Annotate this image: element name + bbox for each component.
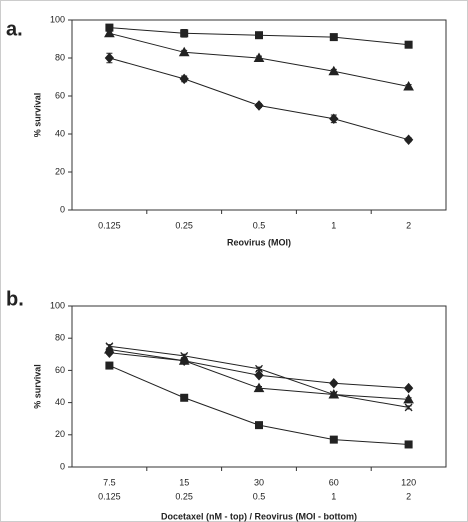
marker [329,113,339,125]
y-tick-label: 80 [55,333,65,343]
x-tick-label: 2 [406,220,411,230]
marker [105,342,114,351]
x-tick-label-2: 2 [406,491,411,501]
y-tick-label: 100 [50,300,65,310]
y-tick-label: 60 [55,365,65,375]
plot-frame [71,305,447,468]
marker [329,435,338,444]
marker [105,361,114,370]
marker [104,27,115,38]
marker [404,440,413,449]
marker [403,134,414,145]
marker [180,29,189,38]
y-tick-label: 0 [60,204,65,214]
marker [404,403,413,412]
marker [255,421,263,430]
marker [329,390,338,399]
marker [328,65,340,76]
y-tick-label: 20 [55,429,65,439]
x-tick-label-2: 1 [331,491,336,501]
marker [254,100,264,111]
x-tick-label: 1 [331,220,336,230]
x-tick-label: 60 [329,477,339,487]
y-tick-label: 60 [55,90,65,100]
marker [104,52,115,64]
marker [329,33,338,42]
x-tick-label: 0.25 [175,220,193,230]
marker [104,347,115,358]
y-tick-label: 80 [55,52,65,62]
panel-label: a. [6,18,23,40]
x-tick-label: 15 [179,477,189,487]
x-tick-label-2: 0.5 [253,491,266,501]
x-tick-label-2: 0.25 [175,491,193,501]
marker [180,351,189,360]
y-axis-title: % survival [32,364,42,409]
marker [254,369,264,381]
x-tick-label: 0.125 [98,220,121,230]
panel-label: b. [6,288,24,310]
y-tick-label: 40 [55,397,65,407]
x-tick-label: 0.5 [253,220,266,230]
y-tick-label: 100 [50,14,65,24]
plot-frame [71,19,447,211]
marker [255,31,263,40]
marker [179,73,189,85]
x-tick-label: 30 [254,477,264,487]
marker [178,46,190,57]
marker [255,364,263,373]
x-axis-title: Docetaxel (nM - top) / Reovirus (MOI - b… [161,511,357,521]
marker [180,393,189,402]
y-tick-label: 0 [60,461,65,471]
y-axis-title: % survival [32,93,42,138]
x-tick-label: 120 [401,477,416,487]
marker [403,80,414,91]
y-tick-label: 20 [55,166,65,176]
marker [329,378,339,389]
marker [253,52,265,62]
y-tick-label: 40 [55,128,65,138]
x-tick-label-2: 0.125 [98,491,121,501]
marker [403,382,414,394]
x-tick-label: 7.5 [103,477,116,487]
marker [404,40,413,49]
marker [403,393,414,404]
x-axis-title: Reovirus (MOI) [227,237,291,247]
marker [253,382,265,393]
